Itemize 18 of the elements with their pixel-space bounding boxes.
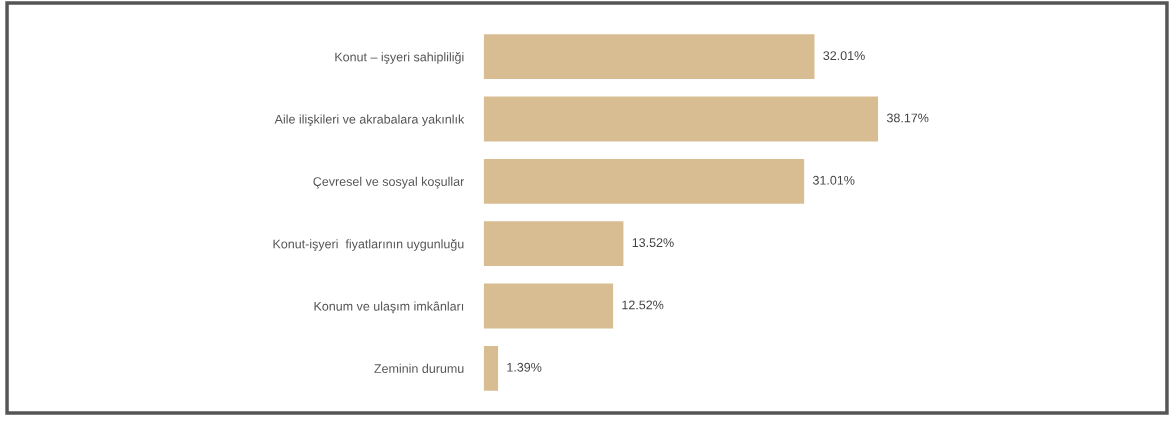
data-label: 31.01% — [812, 175, 855, 185]
y-tick-label: Konut-işyeri fiyatlarının uygunluğu — [273, 239, 464, 251]
y-tick-label: Çevresel ve sosyal koşullar — [313, 176, 465, 189]
y-tick-label: Konut – işyeri sahipliliği — [335, 52, 464, 64]
data-label: 1.39% — [507, 362, 542, 372]
bar — [483, 283, 614, 329]
y-tick-label: Konum ve ulaşım imkânları — [314, 301, 464, 314]
bar — [483, 96, 879, 142]
bar — [483, 345, 499, 391]
bar — [483, 158, 805, 204]
data-label: 38.17% — [886, 113, 929, 123]
y-tick-label: Zeminin durumu — [374, 363, 464, 373]
data-label: 12.52% — [622, 300, 664, 310]
y-tick-label: Aile ilişkileri ve akrabalara yakınlık — [274, 114, 465, 127]
bar — [483, 221, 624, 267]
bar — [483, 34, 815, 80]
data-label: 32.01% — [823, 51, 865, 61]
data-label: 13.52% — [632, 238, 674, 248]
